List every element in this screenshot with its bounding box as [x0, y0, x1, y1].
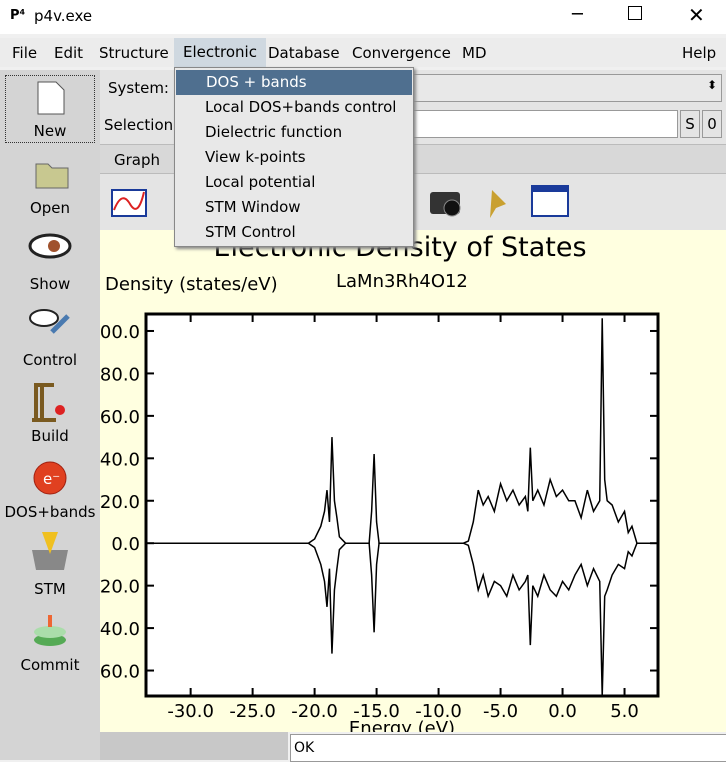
dropdown-item[interactable]: Dielectric function	[205, 123, 343, 141]
tool-button[interactable]: Open	[29, 199, 71, 217]
menu-item[interactable]: Electronic	[174, 38, 266, 67]
y-tick-label: 40.0	[100, 449, 140, 470]
system-select[interactable]: ⬍	[410, 74, 722, 102]
tool-button[interactable]: Build	[31, 427, 69, 445]
menu-item[interactable]: Convergence	[352, 44, 451, 62]
y-tick-label: -40.0	[100, 619, 140, 640]
x-tick-label: -30.0	[167, 701, 214, 722]
toolbar	[111, 185, 569, 218]
dropdown-menu: DOS + bands Local DOS+bands control Diel…	[174, 67, 414, 247]
label: System:	[108, 79, 169, 97]
x-tick-label: -20.0	[291, 701, 338, 722]
dropdown-item[interactable]: View k-points	[205, 148, 306, 166]
menu-item[interactable]: Database	[268, 44, 340, 62]
label: Selection:	[104, 116, 179, 134]
y-tick-label: 60.0	[100, 407, 140, 428]
svg-text:e⁻: e⁻	[43, 470, 60, 488]
dropdown-item[interactable]: STM Window	[205, 198, 301, 216]
menu-item[interactable]: MD	[462, 44, 487, 62]
x-tick-label: -5.0	[483, 701, 518, 722]
x-tick-label: 0.0	[548, 701, 577, 722]
menu-item[interactable]: Structure	[99, 44, 169, 62]
dos-line	[146, 318, 658, 544]
x-tick-label: -10.0	[415, 701, 462, 722]
y-tick-label: 0.0	[111, 534, 140, 555]
tool-button[interactable]: Show	[29, 275, 71, 293]
title-bar: P⁴ p4v.exe ─ ✕	[0, 0, 726, 34]
tab[interactable]: Graph	[114, 151, 161, 169]
dos-line	[146, 542, 658, 696]
tool-button[interactable]: STM	[34, 580, 66, 598]
window-title: p4v.exe	[34, 7, 93, 25]
dropdown-item[interactable]: Local potential	[205, 173, 316, 191]
tool-button[interactable]: Commit	[20, 656, 80, 674]
zero-button[interactable]: 0	[702, 110, 722, 138]
tool-button[interactable]: Control	[22, 351, 78, 369]
y-tick-label: 20.0	[100, 492, 140, 513]
menu-bar: File Edit Structure Electronic Database …	[0, 38, 726, 67]
x-tick-label: -15.0	[353, 701, 400, 722]
menu-item[interactable]: Edit	[54, 44, 84, 62]
sidebar-icons: e⁻	[28, 81, 72, 646]
dropdown-item[interactable]: DOS + bands	[176, 70, 412, 95]
tool-button[interactable]: DOS+bands	[4, 503, 96, 521]
s-button[interactable]: S	[680, 110, 700, 138]
dropdown-item[interactable]: Local DOS+bands control	[205, 98, 397, 116]
dropdown-item[interactable]: STM Control	[205, 223, 296, 241]
app-icon: P⁴	[10, 8, 26, 23]
y-tick-label: -20.0	[100, 577, 140, 598]
x-tick-label: 5.0	[610, 701, 639, 722]
subtitle: LaMn3Rh4O12	[336, 271, 468, 292]
plot-frame	[144, 312, 660, 698]
selection-input[interactable]	[410, 110, 678, 138]
y-axis-label: Density (states/eV)	[105, 274, 278, 295]
y-tick-label: 80.0	[100, 364, 140, 385]
y-tick-label: 100.0	[100, 322, 140, 343]
y-tick-label: -60.0	[100, 662, 140, 683]
close[interactable]: ✕	[688, 3, 705, 27]
tool-button[interactable]: New	[33, 122, 67, 140]
x-axis-label: Energy (eV)	[349, 718, 455, 732]
minimize[interactable]: ─	[572, 4, 583, 25]
x-tick-label: -25.0	[229, 701, 276, 722]
maximize[interactable]	[628, 6, 642, 20]
status-text: OK	[290, 734, 726, 762]
status-left	[100, 732, 288, 760]
selection-box	[5, 75, 95, 143]
sidebar: e⁻ New Open Show Control Build DOS+bands…	[0, 70, 100, 760]
menu-item[interactable]: File	[12, 44, 38, 62]
menu-item[interactable]: Help	[682, 44, 717, 62]
